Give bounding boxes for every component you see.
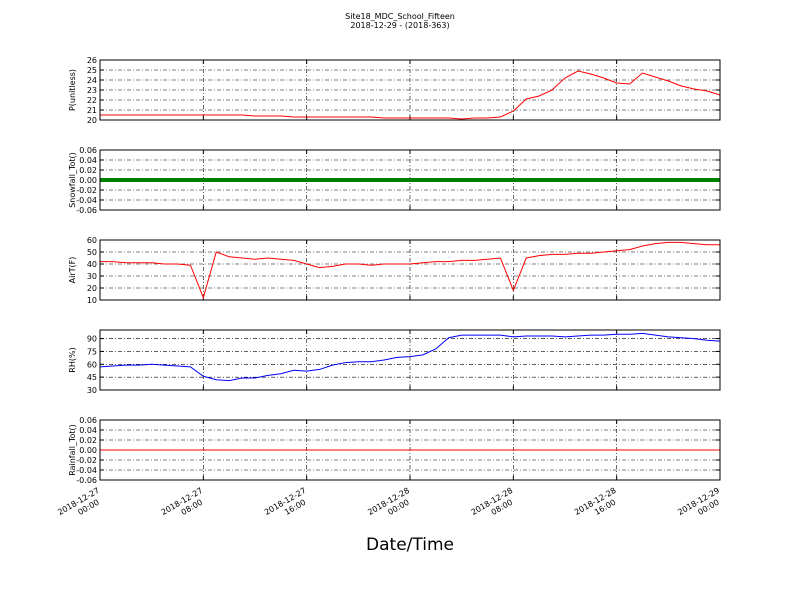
y-axis-label: Rainfall_Tot() [68, 424, 77, 476]
y-tick-label: 0.04 [79, 426, 97, 435]
data-line [99, 332, 721, 382]
plot-frame [99, 419, 721, 481]
data-line [100, 70, 721, 120]
x-tick-label: 2018-12-2716:00 [263, 486, 313, 526]
y-tick-label: 30 [87, 386, 97, 395]
y-tick-label: -0.04 [76, 466, 97, 475]
y-tick-label: 0.02 [79, 436, 97, 445]
y-axis-label: P(unitless) [68, 69, 77, 111]
y-tick-label: 0.00 [79, 176, 97, 185]
y-axis-label: AirT(F) [68, 257, 77, 284]
y-tick-label: 0.06 [79, 416, 97, 425]
plot-frame [99, 329, 721, 391]
y-tick-label: 22 [87, 96, 97, 105]
y-tick-label: -0.06 [76, 476, 97, 485]
y-tick-label: 26 [87, 56, 97, 65]
x-tick-label: 2018-12-2816:00 [573, 486, 623, 526]
x-tick-label: 2018-12-2700:00 [56, 486, 106, 526]
plot-frame [99, 59, 721, 121]
y-tick-label: 30 [87, 272, 97, 281]
y-tick-label: 50 [87, 248, 97, 257]
y-tick-label: 10 [87, 296, 97, 305]
data-line [100, 241, 720, 300]
x-tick-label: 2018-12-2900:00 [676, 486, 726, 526]
x-tick-label: 2018-12-2808:00 [470, 486, 520, 526]
y-tick-label: -0.04 [76, 196, 97, 205]
x-tick-label: 2018-12-2800:00 [366, 486, 416, 526]
y-tick-label: 40 [87, 260, 97, 269]
y-tick-label: 60 [87, 236, 97, 245]
y-axis-label: Snowfall_Tot() [68, 152, 77, 208]
y-tick-label: 23 [87, 86, 97, 95]
y-tick-label: 20 [87, 284, 97, 293]
y-tick-label: 60 [87, 360, 97, 369]
y-tick-label: 25 [87, 66, 97, 75]
x-axis-label: Date/Time [366, 535, 454, 555]
y-tick-label: 0.06 [79, 146, 97, 155]
y-tick-label: -0.06 [76, 206, 97, 215]
chart-subtitle: 2018-12-29 - (2018-363) [350, 21, 449, 30]
y-tick-label: 90 [87, 335, 97, 344]
y-tick-label: 0.04 [79, 156, 97, 165]
y-axis-label: RH(%) [68, 347, 77, 372]
y-tick-label: 0.00 [79, 446, 97, 455]
x-tick-label: 2018-12-2708:00 [160, 486, 210, 526]
y-tick-label: 45 [87, 373, 97, 382]
y-tick-label: -0.02 [76, 456, 97, 465]
y-tick-label: 0.02 [79, 166, 97, 175]
y-tick-label: 75 [87, 347, 97, 356]
chart-title: Site18_MDC_School_Fifteen [345, 12, 455, 21]
y-tick-label: 21 [87, 106, 97, 115]
y-tick-label: -0.02 [76, 186, 97, 195]
plot-frame [99, 149, 721, 211]
y-tick-label: 20 [87, 116, 97, 125]
y-tick-label: 24 [87, 76, 97, 85]
plot-frame [99, 239, 721, 301]
